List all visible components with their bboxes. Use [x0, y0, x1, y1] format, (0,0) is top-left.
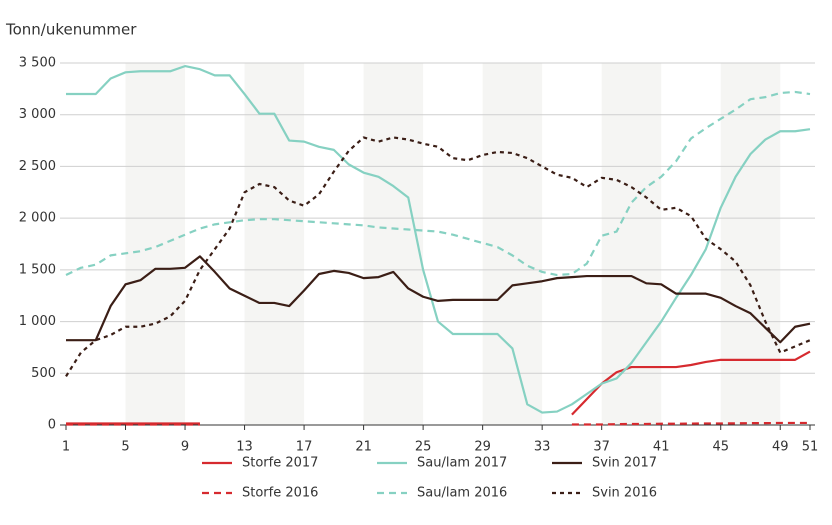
x-tick-label: 9 [181, 440, 189, 455]
legend-label: Sau/lam 2017 [417, 456, 507, 471]
x-tick-label: 1 [62, 440, 70, 455]
legend-label: Storfe 2017 [242, 456, 318, 471]
series-line [65, 136, 811, 377]
x-tick-label: 5 [121, 440, 129, 455]
shaded-band [363, 63, 424, 425]
shaded-band [720, 63, 781, 425]
x-tick-label: 33 [534, 440, 551, 455]
series-line [66, 421, 810, 426]
y-tick-label: 2 000 [19, 211, 56, 226]
y-tick-label: 500 [31, 366, 56, 381]
legend-label: Storfe 2016 [242, 486, 318, 501]
legend-label: Svin 2016 [592, 486, 657, 501]
shaded-band [244, 63, 305, 425]
x-tick-label: 51 [802, 440, 819, 455]
x-tick-label: 13 [236, 440, 253, 455]
y-tick-label: 3 500 [19, 56, 56, 71]
y-tick-label: 0 [48, 418, 56, 433]
shaded-band [125, 63, 186, 425]
shaded-band [601, 63, 662, 425]
x-tick-label: 37 [593, 440, 610, 455]
series-line [66, 65, 811, 414]
series-line [66, 255, 811, 344]
y-tick-label: 2 500 [19, 159, 56, 174]
legend-label: Sau/lam 2016 [417, 486, 507, 501]
x-tick-label: 45 [712, 440, 729, 455]
x-tick-label: 29 [474, 440, 491, 455]
x-tick-label: 41 [653, 440, 670, 455]
series-line [65, 90, 811, 277]
x-tick-label: 21 [355, 440, 372, 455]
y-tick-label: 1 000 [19, 314, 56, 329]
shaded-band [482, 63, 543, 425]
legend-label: Svin 2017 [592, 456, 657, 471]
y-tick-label: 1 500 [19, 262, 56, 277]
x-tick-label: 49 [772, 440, 789, 455]
y-tick-label: 3 000 [19, 107, 56, 122]
x-tick-label: 17 [296, 440, 313, 455]
y-axis-label: Tonn/ukenummer [5, 21, 137, 39]
x-tick-label: 25 [415, 440, 432, 455]
